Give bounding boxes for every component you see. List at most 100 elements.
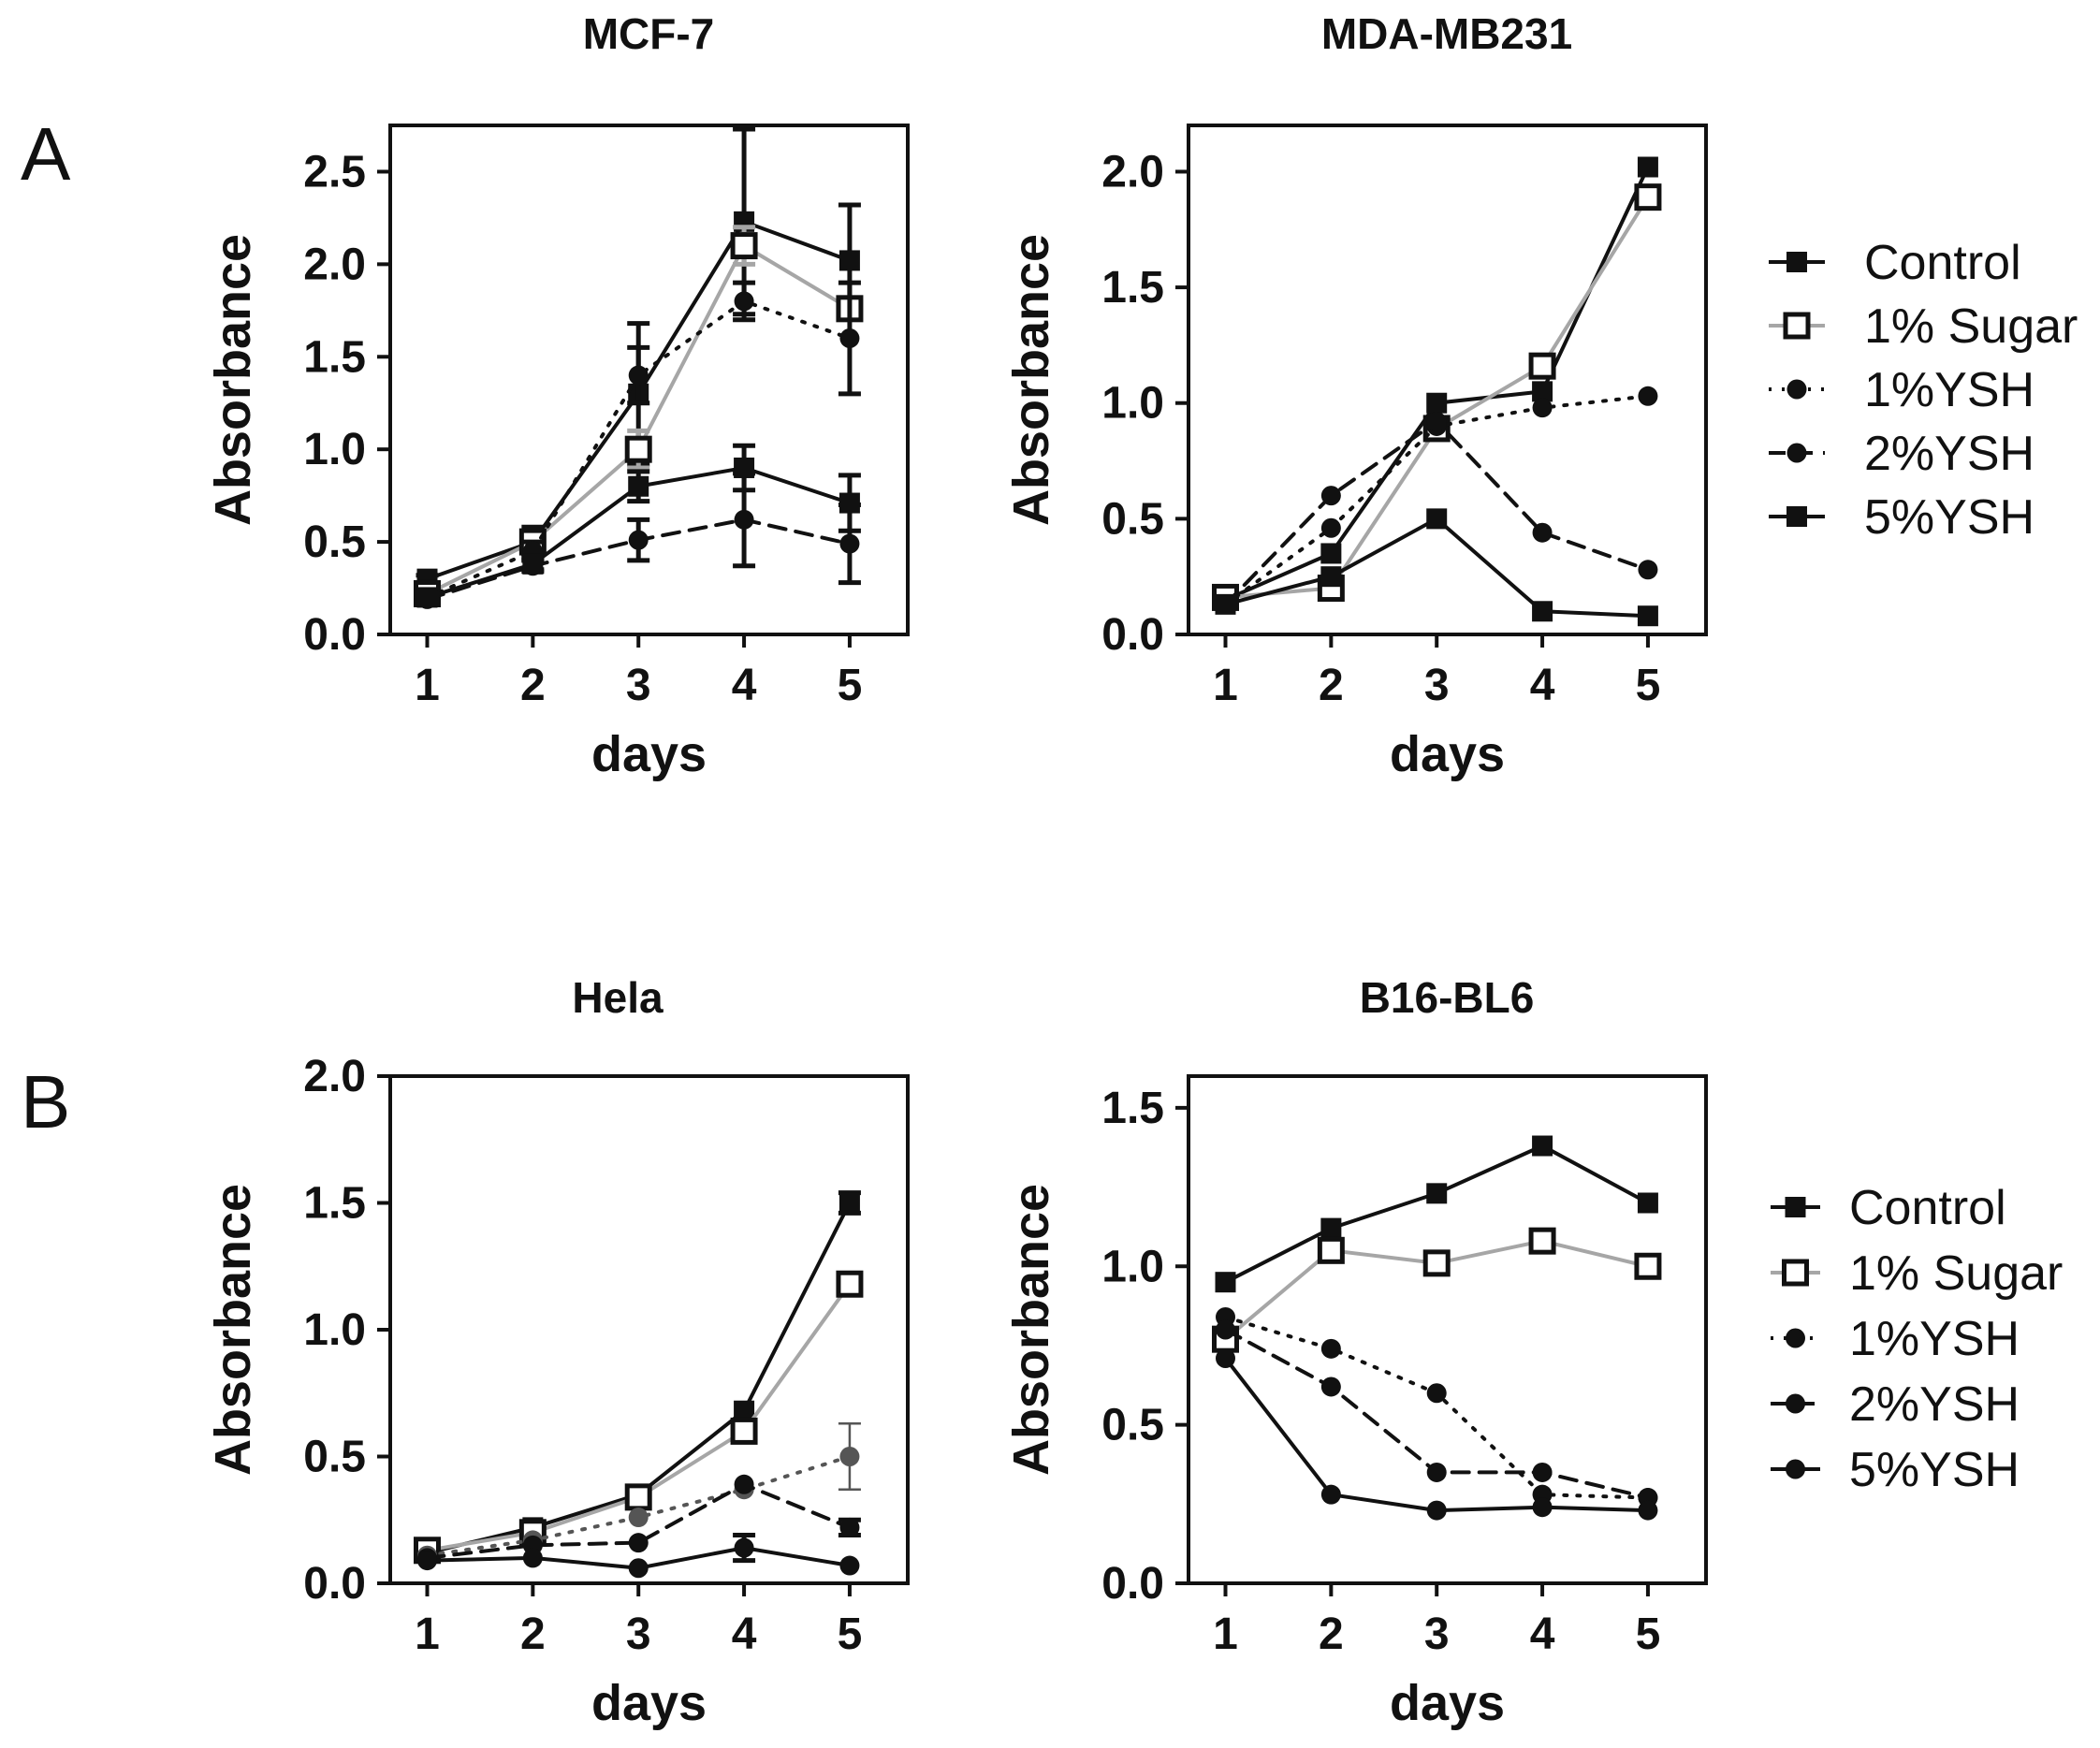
y-tick-label: 0.5 <box>303 1433 366 1482</box>
x-axis-title: days <box>1390 1675 1505 1731</box>
data-point <box>1320 486 1341 506</box>
charts-layer: MCF-7 0.0 0.5 1.0 1.5 2.0 2.5 1 2 3 4 5 days Absorban… <box>205 9 1708 1731</box>
data-point <box>1532 522 1553 543</box>
legend-label: 5%YSH <box>1864 490 2034 545</box>
legend-label: 1% Sugar <box>1849 1246 2063 1301</box>
series-2-ysh <box>1216 412 1658 615</box>
legend-entry: 5%YSH <box>1769 490 2034 545</box>
legend-bottom: Control 1% Sugar 1%YSH 2%YSH 5%YSH <box>1771 1181 2063 1497</box>
legend-marker <box>1786 252 1807 272</box>
x-tick-label: 2 <box>520 661 546 710</box>
data-point <box>1637 605 1658 627</box>
x-tick-label: 1 <box>415 661 440 710</box>
data-point <box>1426 1383 1447 1404</box>
data-point <box>1638 560 1658 580</box>
data-point <box>734 1400 755 1421</box>
series-2-ysh <box>1216 1319 1658 1508</box>
y-axis-title: Absorbance <box>205 234 261 526</box>
series-line <box>425 299 852 600</box>
chart-1: MDA-MB231 0.0 0.5 1.0 1.5 2.0 1 2 3 4 5 days Absorba… <box>1003 9 1708 782</box>
data-point <box>628 1533 649 1553</box>
y-tick-label: 1.5 <box>1101 263 1164 313</box>
data-point <box>836 1270 864 1298</box>
y-tick-label: 0.0 <box>303 1559 366 1609</box>
plot-frame <box>1187 124 1708 636</box>
legend-entry: 2%YSH <box>1771 1377 2020 1432</box>
legend-marker <box>1783 312 1811 340</box>
data-point <box>734 291 754 312</box>
y-tick-label: 2.0 <box>1101 147 1164 197</box>
series-1-sugar <box>1212 1227 1662 1353</box>
data-point <box>1532 1497 1553 1518</box>
legend-entry: Control <box>1771 1181 2006 1235</box>
data-point <box>1320 543 1342 564</box>
x-axis-title: days <box>1390 726 1505 782</box>
data-point <box>628 1508 649 1528</box>
data-point <box>1638 386 1658 406</box>
data-point <box>1426 392 1448 414</box>
x-tick-label: 2 <box>1319 661 1344 710</box>
legend-top: Control 1% Sugar 1%YSH 2%YSH 5%YSH <box>1769 236 2078 545</box>
data-point <box>1532 1135 1553 1157</box>
x-tick-label: 5 <box>1636 1610 1661 1659</box>
x-tick-label: 5 <box>838 661 863 710</box>
data-point <box>734 1474 754 1494</box>
y-tick-label: 1.0 <box>303 425 366 474</box>
panel-label-a: A <box>21 112 71 196</box>
data-point <box>1320 1217 1342 1239</box>
data-point <box>1216 1319 1235 1340</box>
data-point <box>1426 1500 1447 1521</box>
series-5-ysh <box>1216 1347 1658 1521</box>
x-axis-title: days <box>591 726 707 782</box>
y-tick-label: 1.5 <box>1101 1084 1164 1133</box>
data-point <box>839 492 860 514</box>
data-point <box>624 435 652 463</box>
data-point <box>1320 566 1342 588</box>
data-point <box>1426 1183 1448 1204</box>
legend-entry: 5%YSH <box>1771 1443 2020 1497</box>
x-tick-label: 5 <box>1636 661 1661 710</box>
legend-marker <box>1782 1259 1809 1287</box>
data-point <box>734 509 754 530</box>
legend-entry: 2%YSH <box>1769 427 2034 481</box>
legend-entry: 1% Sugar <box>1769 299 2078 354</box>
x-tick-label: 4 <box>732 1610 757 1659</box>
y-axis-title: Absorbance <box>1003 234 1059 526</box>
data-point <box>1320 1377 1341 1397</box>
y-axis-title: Absorbance <box>1003 1184 1059 1476</box>
series-line <box>425 1482 852 1560</box>
data-point <box>1320 1484 1341 1505</box>
x-tick-label: 4 <box>1530 1610 1555 1659</box>
series-5-ysh <box>1215 508 1658 627</box>
data-point <box>628 530 649 550</box>
x-tick-label: 3 <box>1424 1610 1450 1659</box>
y-tick-label: 1.0 <box>1101 379 1164 429</box>
legend-label: 1% Sugar <box>1864 299 2078 354</box>
chart-2: Hela 0.0 0.5 1.0 1.5 2.0 1 2 3 4 5 days Absorbance <box>205 973 910 1731</box>
legend-marker <box>1786 1459 1805 1479</box>
data-point <box>1532 381 1553 402</box>
data-point <box>416 587 438 608</box>
legend-label: Control <box>1849 1181 2006 1235</box>
series-5-ysh <box>417 1533 860 1579</box>
y-tick-label: 0.0 <box>303 610 366 660</box>
chart-3: B16-BL6 0.0 0.5 1.0 1.5 1 2 3 4 5 days Absorbance <box>1003 973 1708 1731</box>
legend-marker <box>1786 443 1807 463</box>
x-tick-label: 3 <box>626 1610 651 1659</box>
data-point <box>730 1417 758 1445</box>
panel-label-b: B <box>21 1060 70 1143</box>
data-point <box>730 232 758 260</box>
x-tick-label: 4 <box>732 661 757 710</box>
data-point <box>839 1517 860 1537</box>
data-point <box>1216 1347 1235 1368</box>
data-point <box>1426 508 1448 530</box>
y-tick-label: 1.0 <box>303 1305 366 1355</box>
data-point <box>417 1551 437 1571</box>
legends-layer: Control 1% Sugar 1%YSH 2%YSH 5%YSH Control 1% … <box>1769 236 2078 1497</box>
data-point <box>1532 398 1553 418</box>
data-point <box>1532 1462 1553 1482</box>
legend-label: 2%YSH <box>1864 427 2034 481</box>
legend-marker <box>1786 379 1807 400</box>
series-control <box>1215 1135 1658 1293</box>
